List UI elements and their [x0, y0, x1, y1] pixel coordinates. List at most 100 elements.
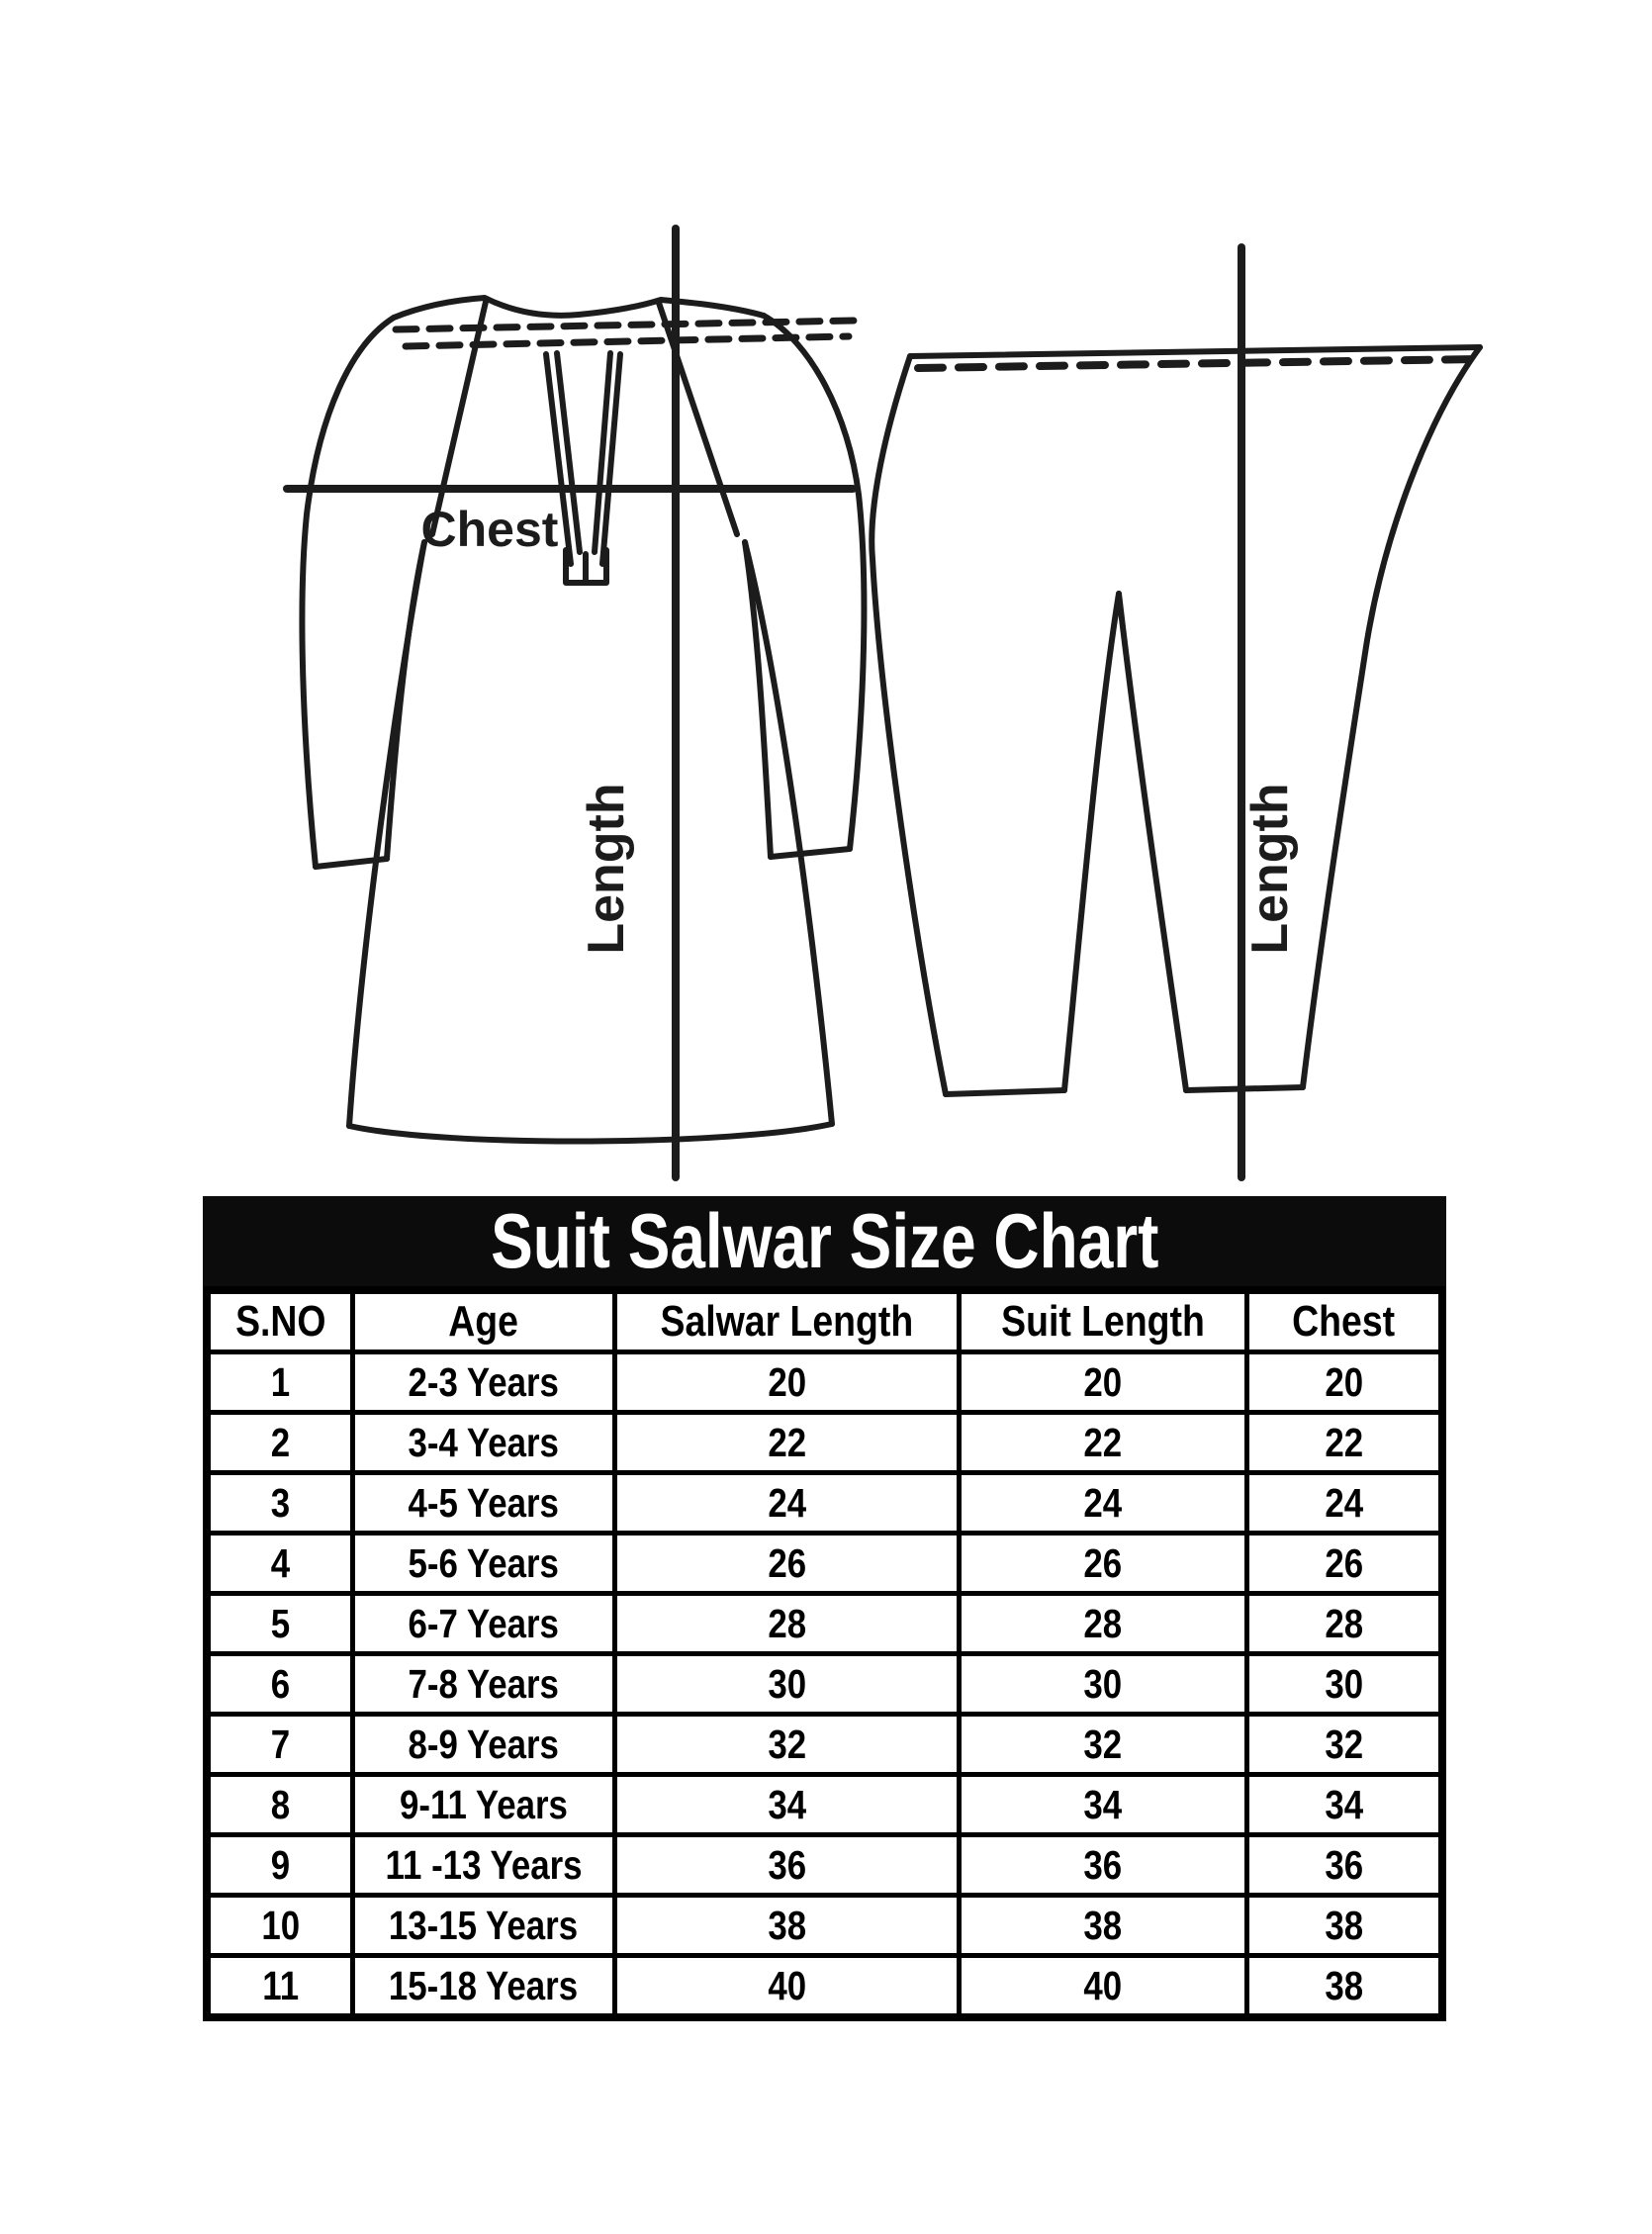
cell-suit-length: 20	[957, 1350, 1250, 1415]
kurta-left-sleeve-outer	[299, 315, 397, 870]
col-header-sno: S.NO	[204, 1287, 355, 1354]
cell-sno: 8	[204, 1772, 355, 1837]
kurta-hem	[346, 1121, 835, 1145]
cell-age: 2-3 Years	[349, 1350, 617, 1415]
cell-sno: 10	[204, 1893, 355, 1958]
cell-chest: 26	[1244, 1531, 1445, 1596]
table-row: 1 2-3 Years 20 20 20	[204, 1350, 1445, 1415]
cell-suit-length: 28	[957, 1591, 1250, 1656]
kurta-placket-tip	[563, 547, 609, 586]
kurta-right-side	[742, 539, 835, 1127]
cell-age: 9-11 Years	[349, 1772, 617, 1837]
cell-suit-length: 22	[957, 1410, 1250, 1475]
kurta-drawing	[299, 295, 868, 1145]
shoulder-dashed-line-lower	[402, 332, 853, 350]
kurta-left-side	[346, 539, 427, 1129]
cell-suit-length: 24	[957, 1470, 1250, 1536]
kurta-shoulder-line	[391, 295, 767, 321]
cell-salwar-length: 36	[611, 1832, 963, 1898]
kurta-right-sleeve-outer	[761, 313, 868, 852]
cell-chest: 20	[1244, 1350, 1445, 1415]
salwar-drawing	[869, 344, 1483, 1097]
table-row: 4 5-6 Years 26 26 26	[204, 1531, 1445, 1596]
cell-chest: 38	[1244, 1953, 1445, 2020]
cell-chest: 38	[1244, 1893, 1445, 1958]
cell-age: 3-4 Years	[349, 1410, 617, 1475]
cell-chest: 34	[1244, 1772, 1445, 1837]
kurta-right-sleeve-inner	[742, 539, 774, 860]
cell-age: 15-18 Years	[349, 1953, 617, 2020]
salwar-left-leg-outer	[869, 353, 949, 1097]
col-header-chest: Chest	[1244, 1287, 1445, 1354]
table-row: 10 13-15 Years 38 38 38	[204, 1893, 1445, 1958]
salwar-right-leg-inner	[1116, 591, 1189, 1093]
cell-sno: 3	[204, 1470, 355, 1536]
table-row: 5 6-7 Years 28 28 28	[204, 1591, 1445, 1656]
cell-sno: 11	[204, 1953, 355, 2020]
header-row: S.NO Age Salwar Length Suit Length Chest	[204, 1287, 1445, 1354]
cell-age: 7-8 Years	[349, 1651, 617, 1717]
salwar-left-hem	[943, 1087, 1067, 1097]
col-header-age: Age	[349, 1287, 617, 1354]
kurta-placket-left-inner	[554, 350, 583, 555]
cell-chest: 36	[1244, 1832, 1445, 1898]
cell-chest: 32	[1244, 1712, 1445, 1777]
kurta-placket-left-outer	[543, 351, 574, 567]
size-table: S.NO Age Salwar Length Suit Length Chest…	[203, 1286, 1446, 2021]
chart-title: Suit Salwar Size Chart	[490, 1197, 1159, 1284]
kurta-left-yoke-seam	[429, 299, 489, 537]
cell-salwar-length: 40	[611, 1953, 963, 2020]
table-row: 8 9-11 Years 34 34 34	[204, 1772, 1445, 1837]
garment-diagram: Chest Length Length	[283, 225, 1483, 1181]
cell-suit-length: 40	[957, 1953, 1250, 2020]
table-row: 6 7-8 Years 30 30 30	[204, 1651, 1445, 1717]
cell-salwar-length: 32	[611, 1712, 963, 1777]
cell-sno: 5	[204, 1591, 355, 1656]
shoulder-dashed-line-upper	[392, 317, 859, 333]
cell-chest: 28	[1244, 1591, 1445, 1656]
cell-age: 4-5 Years	[349, 1470, 617, 1536]
table-row: 2 3-4 Years 22 22 22	[204, 1410, 1445, 1475]
cell-chest: 30	[1244, 1651, 1445, 1717]
col-header-suit-length: Suit Length	[957, 1287, 1250, 1354]
table-row: 9 11 -13 Years 36 36 36	[204, 1832, 1445, 1898]
cell-salwar-length: 20	[611, 1350, 963, 1415]
cell-sno: 4	[204, 1531, 355, 1596]
cell-suit-length: 38	[957, 1893, 1250, 1958]
cell-salwar-length: 26	[611, 1531, 963, 1596]
cell-salwar-length: 38	[611, 1893, 963, 1958]
cell-sno: 6	[204, 1651, 355, 1717]
chest-label: Chest	[421, 502, 559, 557]
cell-age: 6-7 Years	[349, 1591, 617, 1656]
kurta-placket-right-outer	[599, 351, 623, 567]
cell-salwar-length: 34	[611, 1772, 963, 1837]
cell-sno: 2	[204, 1410, 355, 1475]
table-row: 3 4-5 Years 24 24 24	[204, 1470, 1445, 1536]
salwar-left-leg-inner	[1061, 591, 1122, 1093]
cell-chest: 22	[1244, 1410, 1445, 1475]
chart-title-bar: Suit Salwar Size Chart	[203, 1196, 1446, 1286]
cell-suit-length: 26	[957, 1531, 1250, 1596]
cell-sno: 7	[204, 1712, 355, 1777]
kurta-right-cuff	[768, 846, 853, 860]
cell-salwar-length: 24	[611, 1470, 963, 1536]
table-row: 7 8-9 Years 32 32 32	[204, 1712, 1445, 1777]
salwar-waist-line	[907, 344, 1483, 359]
cell-age: 13-15 Years	[349, 1893, 617, 1958]
cell-age: 5-6 Years	[349, 1531, 617, 1596]
cell-sno: 1	[204, 1350, 355, 1415]
cell-salwar-length: 22	[611, 1410, 963, 1475]
cell-age: 11 -13 Years	[349, 1832, 617, 1898]
salwar-length-label: Length	[1241, 783, 1299, 954]
salwar-right-leg-outer	[1300, 344, 1483, 1090]
table-row: 11 15-18 Years 40 40 38	[204, 1953, 1445, 2020]
cell-suit-length: 34	[957, 1772, 1250, 1837]
cell-salwar-length: 30	[611, 1651, 963, 1717]
cell-sno: 9	[204, 1832, 355, 1898]
cell-chest: 24	[1244, 1470, 1445, 1536]
col-header-salwar-length: Salwar Length	[611, 1287, 963, 1354]
suit-length-label: Length	[578, 783, 635, 954]
cell-suit-length: 30	[957, 1651, 1250, 1717]
cell-age: 8-9 Years	[349, 1712, 617, 1777]
